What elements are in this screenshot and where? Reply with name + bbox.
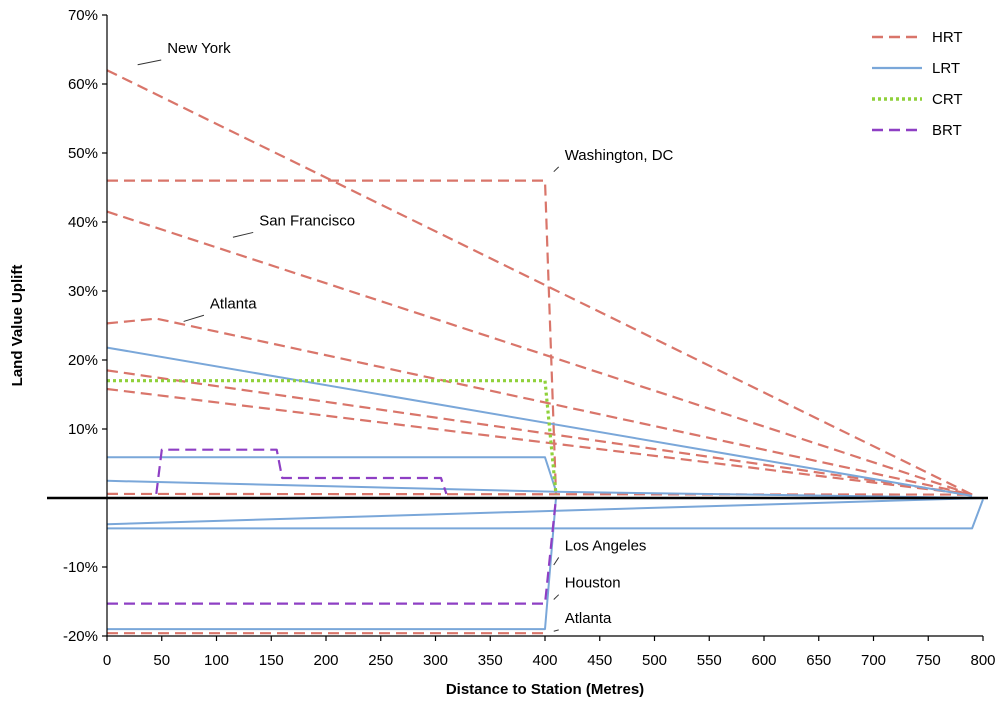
annotation-leader-line (232, 231, 254, 238)
annotation-leader-line (553, 594, 560, 600)
x-tick-label: 0 (103, 652, 111, 669)
legend-label-crt: CRT (932, 91, 963, 108)
x-tick-label: 650 (806, 652, 831, 669)
x-tick-label: 150 (259, 652, 284, 669)
series-line-hrt-4 (106, 317, 973, 496)
legend-label-hrt: HRT (932, 29, 963, 46)
x-tick-label: 500 (642, 652, 667, 669)
annotation-label: Washington, DC (565, 147, 674, 164)
y-tick-label: 30% (68, 283, 98, 300)
series-line-hrt-6 (106, 387, 973, 496)
y-tick-label: 10% (68, 421, 98, 438)
legend: HRT LRT CRT BRT (872, 29, 963, 139)
series-line-hrt-3 (106, 210, 973, 496)
series-layer (106, 69, 984, 635)
series-line-lrt-12 (106, 497, 984, 526)
series-line-crt-15 (107, 379, 558, 495)
series-line-hrt-2 (107, 179, 558, 495)
y-axis-title: Land Value Uplift (9, 265, 26, 387)
y-tick-label: 70% (68, 7, 98, 24)
y-tick-label: 40% (68, 214, 98, 231)
y-tick-label: -20% (63, 628, 98, 645)
x-tick-label: 300 (423, 652, 448, 669)
annotation-label: Atlanta (565, 610, 612, 627)
legend-label-brt: BRT (932, 122, 962, 139)
series-line-hrt-1 (106, 69, 973, 496)
annotation-label: Atlanta (210, 295, 257, 312)
x-tick-label: 400 (532, 652, 557, 669)
x-tick-label: 100 (204, 652, 229, 669)
annotation-label: New York (167, 40, 231, 57)
annotation-label: Houston (565, 575, 621, 592)
y-tick-label: 20% (68, 352, 98, 369)
y-tick-label: -10% (63, 559, 98, 576)
y-tick-label: 50% (68, 145, 98, 162)
series-line-brt-16 (155, 448, 448, 495)
x-tick-label: 700 (861, 652, 886, 669)
series-line-lrt-9 (106, 346, 973, 497)
x-axis-title: Distance to Station (Metres) (446, 681, 644, 698)
annotation-leader-line (183, 314, 205, 322)
x-tick-label: 600 (751, 652, 776, 669)
series-line-lrt-11 (106, 479, 984, 499)
annotation-label: San Francisco (259, 212, 355, 229)
x-tick-label: 50 (153, 652, 170, 669)
x-tick-label: 200 (313, 652, 338, 669)
series-line-lrt-10 (107, 456, 557, 492)
x-tick-label: 250 (368, 652, 393, 669)
annotations: New York Washington, DC San Francisco Atlan… (137, 40, 674, 632)
series-line-hrt-5 (106, 369, 973, 496)
annotation-leader-line (137, 59, 162, 66)
series-line-hrt-7 (106, 492, 973, 496)
x-tick-label: 450 (587, 652, 612, 669)
annotation-leader-line (553, 557, 560, 566)
series-line-lrt-13 (107, 499, 984, 530)
annotation-leader-line (553, 166, 560, 173)
x-tick-label: 750 (916, 652, 941, 669)
annotation-label: Los Angeles (565, 537, 647, 554)
y-tick-label: 60% (68, 76, 98, 93)
x-tick-label: 350 (478, 652, 503, 669)
x-tick-label: 550 (697, 652, 722, 669)
annotation-leader-line (553, 629, 559, 632)
axes (47, 15, 988, 637)
ticks: -20% -10% 10% 20% 30% 40% 50% 60% 70% 0 50 100 150 20… (63, 7, 996, 669)
series-line-brt-17 (107, 497, 558, 605)
x-tick-label: 800 (970, 652, 995, 669)
legend-label-lrt: LRT (932, 60, 960, 77)
